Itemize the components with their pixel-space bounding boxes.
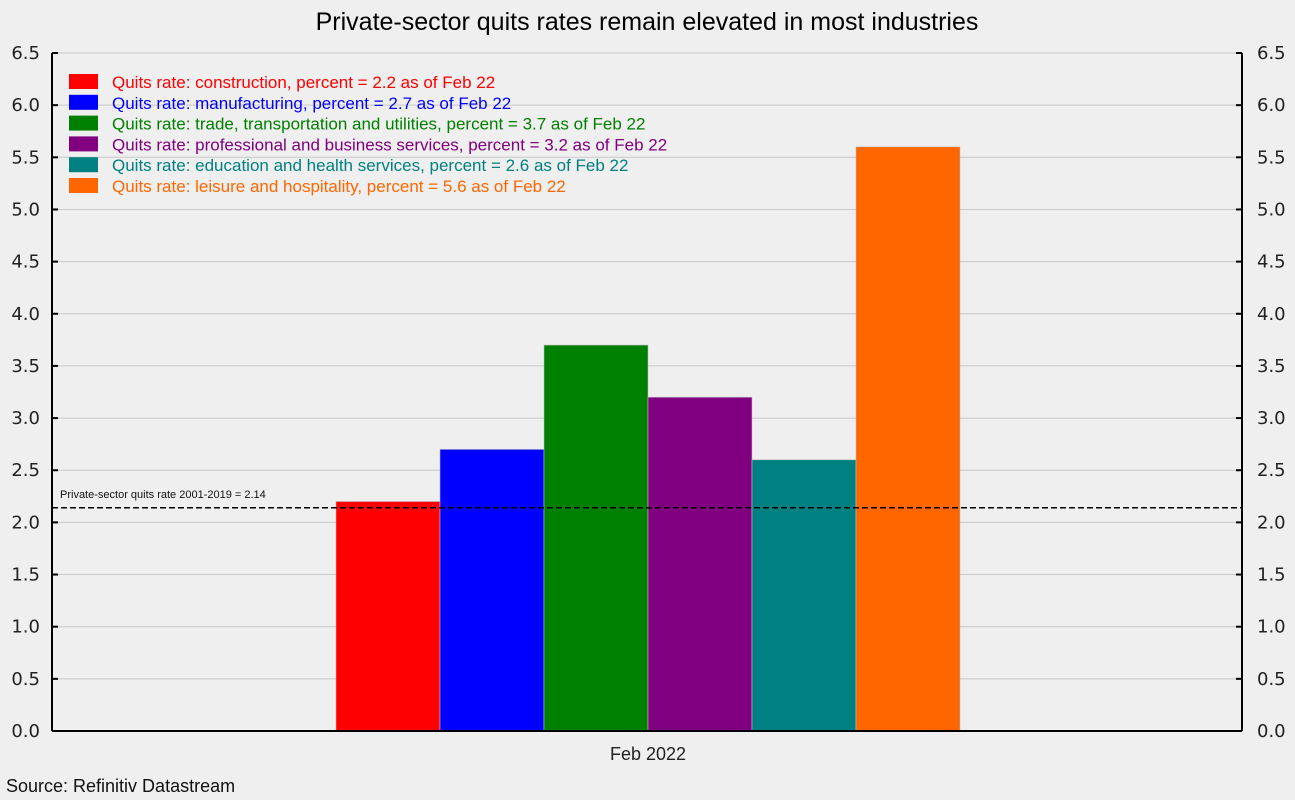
y-tick-label-right: 0.0: [1257, 721, 1286, 742]
x-tick-labels: Feb 2022: [610, 744, 686, 764]
y-tick-label-right: 0.5: [1257, 669, 1286, 690]
bar: [543, 344, 649, 732]
axes: 0.0 0.0 0.5 0.5 1.0 1.0 1.5 1.5 2.0 2.0 2.5 2.5 3.0 3…: [11, 43, 1285, 742]
reference-line-label: Private-sector quits rate 2001-2019 = 2.…: [60, 489, 266, 501]
y-tick-label-left: 3.0: [11, 408, 40, 429]
bars: [335, 146, 961, 732]
y-tick-label-left: 5.0: [11, 199, 40, 220]
x-tick-label: Feb 2022: [610, 744, 686, 764]
legend-label: Quits rate: professional and business se…: [112, 135, 667, 154]
y-tick-label-left: 6.0: [11, 95, 40, 116]
y-tick-label-left: 0.5: [11, 669, 40, 690]
bar: [439, 449, 545, 732]
legend-swatch: [69, 115, 98, 131]
legend-swatch: [69, 94, 98, 110]
chart-title: Private-sector quits rates remain elevat…: [316, 8, 979, 36]
y-tick-label-left: 5.5: [11, 147, 40, 168]
y-tick-label-right: 1.0: [1257, 617, 1286, 638]
legend-swatch: [69, 136, 98, 152]
y-tick-label-right: 1.5: [1257, 565, 1286, 586]
y-tick-label-left: 2.0: [11, 512, 40, 533]
legend-swatch: [69, 74, 98, 89]
y-tick-label-left: 0.0: [11, 721, 40, 742]
y-tick-label-left: 6.5: [11, 43, 40, 64]
y-tick-label-right: 5.5: [1257, 147, 1286, 168]
legend-label: Quits rate: construction, percent = 2.2 …: [112, 73, 495, 92]
legend-label: Quits rate: trade, transportation and ut…: [112, 115, 645, 134]
y-tick-label-right: 4.5: [1257, 252, 1286, 273]
legend-label: Quits rate: leisure and hospitality, per…: [112, 177, 566, 196]
y-tick-label-right: 5.0: [1257, 199, 1286, 220]
y-tick-label-left: 4.5: [11, 252, 40, 273]
reference-line-group: Private-sector quits rate 2001-2019 = 2.…: [52, 489, 1242, 509]
bar: [751, 459, 857, 732]
y-tick-label-left: 4.0: [11, 304, 40, 325]
legend-swatch: [69, 157, 98, 173]
y-tick-label-left: 1.5: [11, 565, 40, 586]
y-tick-label-right: 3.0: [1257, 408, 1286, 429]
y-tick-label-right: 2.5: [1257, 460, 1286, 481]
bar: [335, 501, 441, 732]
y-tick-label-right: 6.5: [1257, 43, 1286, 64]
legend-label: Quits rate: education and health service…: [112, 156, 628, 175]
legend-label: Quits rate: manufacturing, percent = 2.7…: [112, 94, 511, 113]
y-tick-label-right: 2.0: [1257, 512, 1286, 533]
y-tick-label-left: 1.0: [11, 617, 40, 638]
y-tick-label-left: 2.5: [11, 460, 40, 481]
bar: [647, 396, 753, 732]
legend-swatch: [69, 178, 98, 193]
source-note: Source: Refinitiv Datastream: [6, 776, 235, 796]
y-tick-label-right: 3.5: [1257, 356, 1286, 377]
bar: [855, 146, 961, 732]
y-tick-label-right: 6.0: [1257, 95, 1286, 116]
legend: Quits rate: construction, percent = 2.2 …: [69, 73, 667, 196]
y-tick-label-left: 3.5: [11, 356, 40, 377]
y-tick-label-right: 4.0: [1257, 304, 1286, 325]
